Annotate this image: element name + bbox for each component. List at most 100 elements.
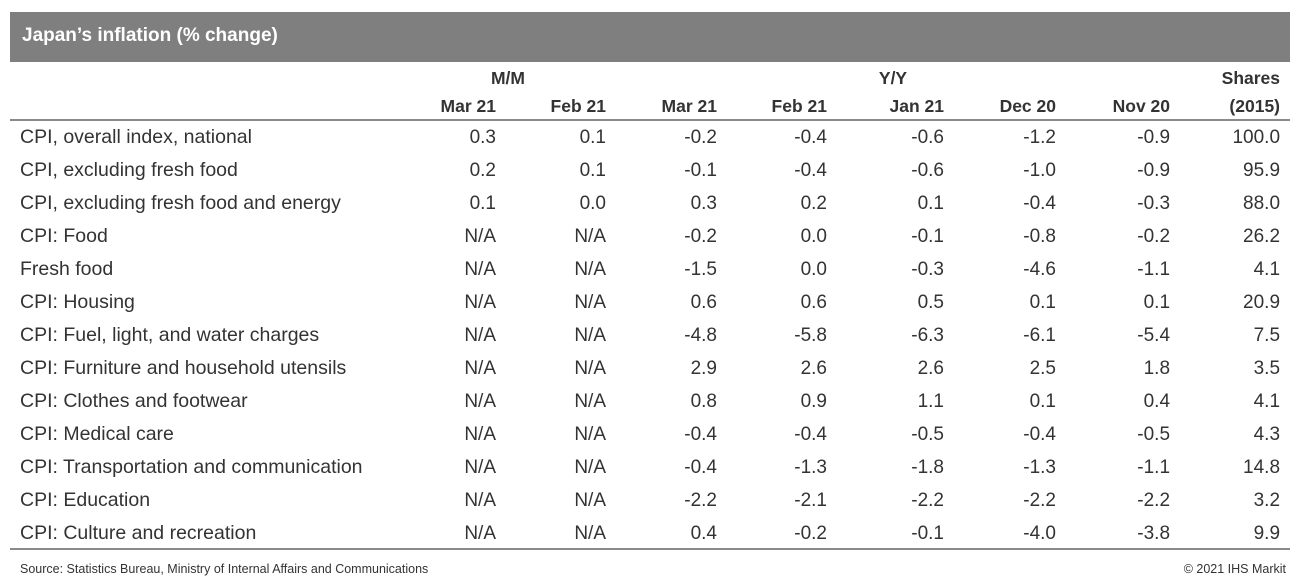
table-row: CPI: Transportation and communication N/A… (10, 451, 1290, 484)
table-cell: -6.3 (911, 324, 944, 346)
table-cell: 0.1 (1029, 291, 1056, 313)
table-cell: -0.3 (1137, 192, 1171, 214)
table-cell: N/A (464, 390, 496, 412)
page-title: Japan’s inflation (% change) (22, 25, 278, 46)
table-cell: 0.1 (579, 126, 606, 148)
table-cell: N/A (574, 423, 606, 445)
table-cell: -0.9 (1137, 159, 1171, 181)
table-cell: 4.3 (1253, 423, 1281, 445)
header-shares: Shares (1221, 68, 1281, 88)
table-cell: -1.1 (1137, 456, 1171, 478)
table-cell: -0.6 (911, 126, 944, 148)
table-cell: -0.8 (1023, 225, 1056, 247)
table-cell: -5.8 (794, 324, 827, 346)
table-cell: -1.2 (1023, 126, 1056, 148)
table-row: CPI: Food N/A N/A -0.2 0.0 -0.1 -0.8 -0.2 26.2 (10, 220, 1290, 253)
table-cell: 3.5 (1253, 357, 1281, 379)
table-cell: 0.3 (690, 192, 717, 214)
table-cell: -4.8 (684, 324, 717, 346)
table-cell: 0.8 (690, 390, 717, 412)
bottom-divider (10, 548, 1290, 550)
table-cell: 0.2 (800, 192, 827, 214)
header-mm-month: Mar 21 (440, 96, 496, 116)
table-cell: 0.4 (690, 522, 717, 544)
table-cell: -0.1 (911, 522, 944, 544)
table-cell: 0.4 (1143, 390, 1171, 412)
table-cell: 2.9 (690, 357, 717, 379)
table-cell: -2.2 (684, 489, 717, 511)
header-row-groups: M/M Y/Y Shares (10, 62, 1290, 89)
header-mm-month: Feb 21 (550, 96, 606, 116)
table-cell: 0.6 (800, 291, 827, 313)
table-cell: -1.3 (794, 456, 827, 478)
table-cell: -0.4 (684, 456, 717, 478)
row-label: CPI: Medical care (20, 423, 174, 445)
table-cell: 2.6 (800, 357, 827, 379)
table-cell: N/A (464, 258, 496, 280)
table-row: CPI, overall index, national 0.3 0.1 -0.2 -0… (10, 120, 1290, 154)
table-cell: N/A (574, 522, 606, 544)
table-cell: -1.3 (1023, 456, 1056, 478)
table-cell: -2.2 (1137, 489, 1171, 511)
header-yy-month: Dec 20 (999, 96, 1056, 116)
table-cell: N/A (464, 291, 496, 313)
table-cell: -0.2 (1137, 225, 1171, 247)
table-cell: 0.0 (800, 258, 827, 280)
table-row: CPI: Furniture and household utensils N/A… (10, 352, 1290, 385)
table-cell: -0.4 (794, 126, 827, 148)
table-cell: -2.2 (911, 489, 944, 511)
table-cell: -0.1 (911, 225, 944, 247)
table-cell: 2.5 (1029, 357, 1056, 379)
table-cell: 3.2 (1253, 489, 1281, 511)
table-cell: N/A (574, 489, 606, 511)
header-yy-month: Feb 21 (771, 96, 827, 116)
table-cell: 14.8 (1243, 456, 1281, 478)
table-row: CPI: Medical care N/A N/A -0.4 -0.4 -0.5 -0.4 -… (10, 418, 1290, 451)
inflation-table: M/M Y/Y Shares Mar 21 Feb 21 Mar 21 Feb … (10, 62, 1291, 550)
table-cell: 95.9 (1243, 159, 1281, 181)
table-row: CPI, excluding fresh food and energy 0.1 0… (10, 187, 1290, 220)
row-label: CPI, excluding fresh food and energy (20, 192, 341, 214)
row-label: CPI: Education (20, 489, 151, 511)
table-cell: -0.2 (794, 522, 827, 544)
table-cell: -4.6 (1023, 258, 1056, 280)
table-cell: N/A (574, 324, 606, 346)
table-cell: -0.4 (1023, 192, 1056, 214)
table-cell: 0.0 (579, 192, 606, 214)
table-cell: -6.1 (1023, 324, 1056, 346)
table-cell: 0.2 (469, 159, 496, 181)
row-label: CPI, overall index, national (20, 126, 252, 148)
table-cell: 20.9 (1243, 291, 1281, 313)
table-cell: 88.0 (1243, 192, 1281, 214)
source-note: Source: Statistics Bureau, Ministry of I… (20, 562, 429, 576)
table-cell: -0.5 (1137, 423, 1171, 445)
table-cell: 9.9 (1253, 522, 1281, 544)
table-row: CPI: Clothes and footwear N/A N/A 0.8 0.9 1.1… (10, 385, 1290, 418)
table-cell: -1.1 (1137, 258, 1171, 280)
table-cell: N/A (464, 456, 496, 478)
table-cell: 100.0 (1232, 126, 1281, 148)
header-blank (10, 62, 410, 89)
header-group-yy: Y/Y (878, 68, 908, 88)
table-cell: 2.6 (917, 357, 944, 379)
row-label: CPI: Furniture and household utensils (20, 357, 347, 379)
table-cell: N/A (574, 225, 606, 247)
table-cell: N/A (464, 522, 496, 544)
row-label: CPI: Culture and recreation (20, 522, 257, 544)
table-cell: 0.1 (579, 159, 606, 181)
row-label: CPI: Fuel, light, and water charges (20, 324, 320, 346)
header-blank (10, 89, 410, 120)
table-cell: 0.9 (800, 390, 827, 412)
table-cell: 4.1 (1253, 258, 1281, 280)
table-cell: -0.2 (684, 126, 717, 148)
table-cell: N/A (464, 225, 496, 247)
table-row: CPI, excluding fresh food 0.2 0.1 -0.1 -0.4 -… (10, 154, 1290, 187)
row-label: CPI: Clothes and footwear (20, 390, 248, 412)
row-label: CPI: Food (20, 225, 108, 247)
table-cell: N/A (464, 489, 496, 511)
table-cell: N/A (464, 357, 496, 379)
copyright-note: © 2021 IHS Markit (1183, 562, 1286, 576)
header-row-months: Mar 21 Feb 21 Mar 21 Feb 21 Jan 21 Dec 2… (10, 89, 1291, 120)
row-label: CPI, excluding fresh food (20, 159, 238, 181)
table-cell: N/A (574, 291, 606, 313)
